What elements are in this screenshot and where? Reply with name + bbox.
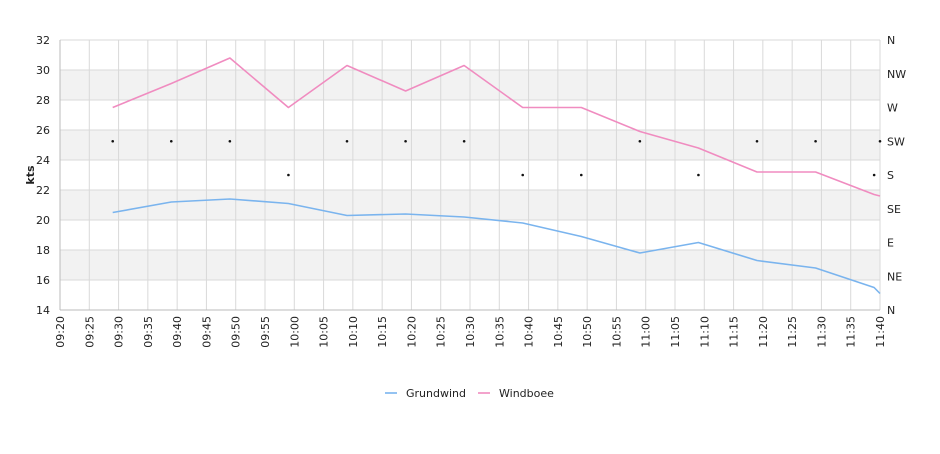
x-tick-label: 10:10: [347, 316, 360, 348]
legend-label: Grundwind: [406, 387, 466, 400]
y-tick-label: 24: [36, 154, 50, 167]
x-tick-label: 11:20: [757, 316, 770, 348]
legend-label: Windboee: [499, 387, 554, 400]
x-tick-label: 11:15: [728, 316, 741, 348]
y2-direction-label: E: [887, 237, 894, 250]
y-axis-title: kts: [24, 165, 37, 185]
y-tick-label: 32: [36, 34, 50, 47]
x-tick-label: 09:35: [142, 316, 155, 348]
x-tick-label: 09:20: [54, 316, 67, 348]
x-tick-label: 10:30: [464, 316, 477, 348]
x-tick-label: 11:35: [845, 316, 858, 348]
x-tick-label: 10:45: [552, 316, 565, 348]
y-tick-label: 18: [36, 244, 50, 257]
y-tick-label: 30: [36, 64, 50, 77]
series-line-windboee: [112, 57, 881, 197]
direction-marker: [404, 139, 407, 143]
direction-marker: [287, 173, 290, 177]
direction-marker: [814, 139, 817, 143]
direction-marker: [755, 139, 759, 143]
direction-marker: [697, 173, 700, 177]
y2-direction-label: NW: [887, 68, 906, 81]
x-tick-label: 11:25: [786, 316, 799, 348]
y2-direction-label: N: [887, 34, 895, 47]
x-tick-label: 09:45: [200, 316, 213, 348]
x-tick-label: 11:05: [669, 316, 682, 348]
y-tick-label: 22: [36, 184, 50, 197]
x-tick-label: 09:50: [230, 316, 243, 348]
x-tick-label: 10:55: [610, 316, 623, 348]
direction-marker: [345, 139, 349, 143]
x-tick-label: 10:00: [288, 316, 301, 348]
direction-marker: [638, 139, 642, 143]
direction-marker: [169, 139, 173, 143]
x-tick-label: 10:25: [435, 316, 448, 348]
y2-direction-label: S: [887, 169, 894, 182]
x-tick-label: 10:05: [318, 316, 331, 348]
x-tick-label: 09:55: [259, 316, 272, 348]
legend-item-windboee[interactable]: Windboee: [478, 387, 554, 400]
y2-direction-label: SE: [887, 203, 901, 216]
x-tick-label: 10:20: [405, 316, 418, 348]
x-tick-label: 10:15: [376, 316, 389, 348]
direction-marker: [228, 139, 232, 143]
series-line-grundwind: [112, 198, 881, 295]
direction-marker: [878, 139, 882, 143]
y-tick-label: 28: [36, 94, 50, 107]
legend-item-grundwind[interactable]: Grundwind: [385, 387, 466, 400]
x-tick-label: 09:40: [171, 316, 184, 348]
y2-direction-label: NE: [887, 270, 902, 283]
y-tick-label: 26: [36, 124, 50, 137]
x-tick-label: 10:50: [581, 316, 594, 348]
y2-direction-label: N: [887, 304, 895, 317]
x-tick-label: 09:30: [113, 316, 126, 348]
x-tick-label: 09:25: [83, 316, 96, 348]
y2-direction-label: W: [887, 102, 898, 115]
direction-marker: [521, 173, 525, 177]
y-tick-label: 14: [36, 304, 50, 317]
x-tick-label: 11:40: [874, 316, 887, 348]
y-tick-label: 16: [36, 274, 50, 287]
x-tick-label: 11:00: [640, 316, 653, 348]
x-tick-label: 11:10: [698, 316, 711, 348]
y2-direction-label: SW: [887, 135, 905, 148]
direction-marker: [579, 173, 583, 177]
direction-marker: [111, 139, 115, 143]
x-tick-label: 10:40: [523, 316, 536, 348]
y-tick-label: 20: [36, 214, 50, 227]
x-tick-label: 10:35: [493, 316, 506, 348]
direction-marker: [462, 139, 466, 143]
direction-marker: [872, 173, 876, 177]
x-tick-label: 11:30: [815, 316, 828, 348]
